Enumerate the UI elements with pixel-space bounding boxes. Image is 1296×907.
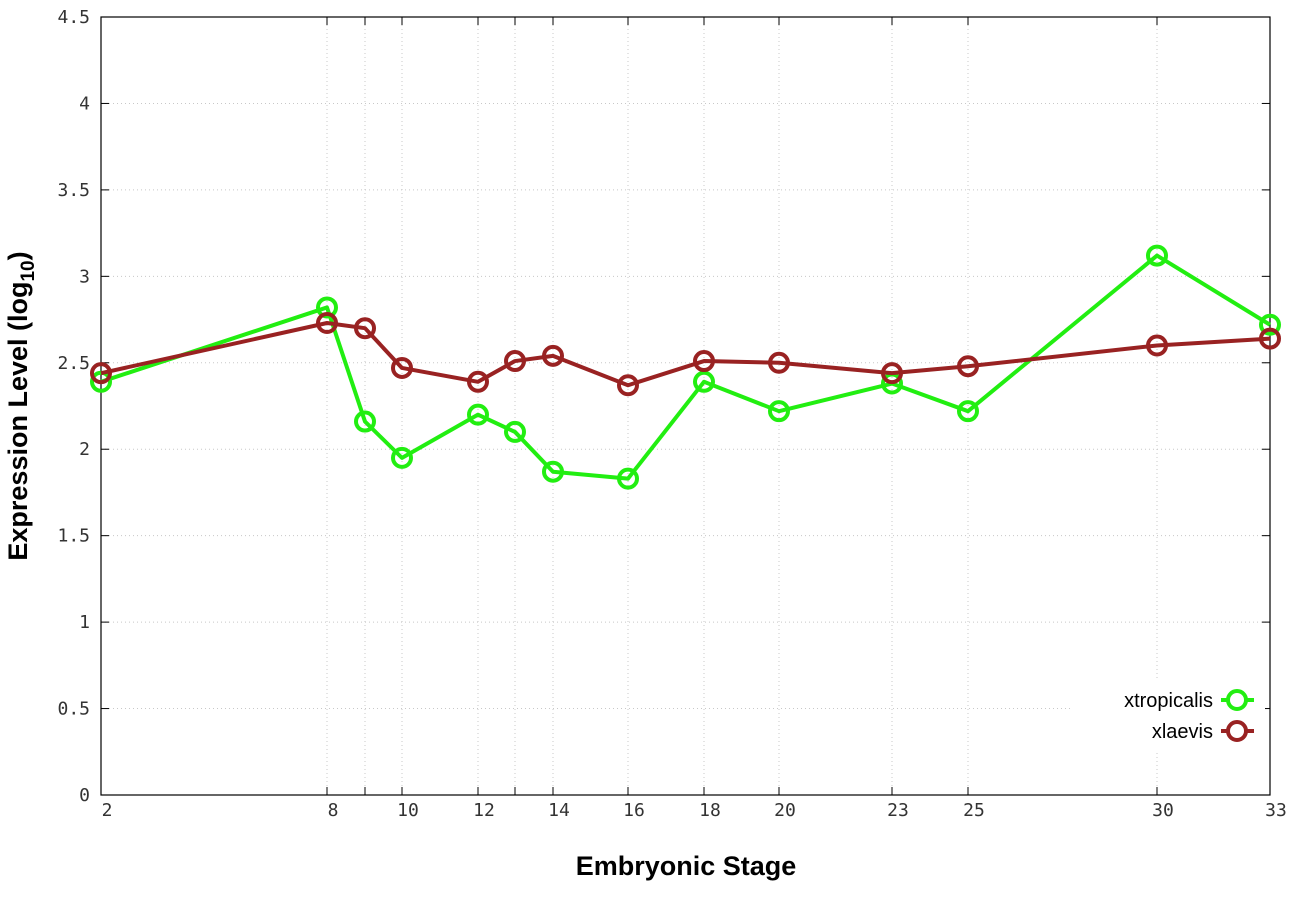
data-point-xlaevis xyxy=(957,355,979,378)
data-point-xtropicalis xyxy=(504,420,526,443)
data-point-xlaevis xyxy=(316,312,338,335)
y-tick-label: 4.5 xyxy=(57,7,90,28)
data-point-xtropicalis xyxy=(957,400,979,423)
x-tick-label: 2 xyxy=(102,800,113,821)
data-point-xlaevis xyxy=(542,344,564,367)
data-point-xlaevis xyxy=(391,356,413,379)
plot-frame xyxy=(100,16,1271,796)
data-point-xlaevis xyxy=(693,350,715,373)
data-point-xlaevis xyxy=(504,350,526,373)
data-point-xtropicalis xyxy=(768,400,790,423)
x-tick-label: 16 xyxy=(623,800,645,821)
y-tick-label: 3 xyxy=(79,266,90,287)
data-point-xlaevis xyxy=(768,351,790,374)
x-axis-title: Embryonic Stage xyxy=(576,851,797,881)
data-point-xtropicalis xyxy=(693,370,715,393)
y-tick-label: 3.5 xyxy=(57,180,90,201)
y-axis-title: Expression Level (log10) xyxy=(3,251,39,560)
data-point-xlaevis xyxy=(467,370,489,393)
x-tick-label: 30 xyxy=(1152,800,1174,821)
data-point-xtropicalis xyxy=(391,446,413,469)
y-tick-label: 4 xyxy=(79,93,90,114)
data-point-xtropicalis xyxy=(542,460,564,483)
series-line-xlaevis xyxy=(100,321,1271,388)
y-axis-title-subscript: 10 xyxy=(18,260,39,281)
y-axis-title-main: Expression Level (log xyxy=(3,282,33,561)
data-point-xtropicalis xyxy=(617,467,639,490)
data-point-xlaevis xyxy=(1259,327,1281,350)
data-point-xlaevis xyxy=(90,362,112,385)
legend-swatch-marker-xtropicalis xyxy=(1226,689,1248,711)
data-point-xlaevis xyxy=(354,317,376,340)
legend: xtropicalis xlaevis xyxy=(1070,680,1265,750)
grid-lines xyxy=(101,17,1270,795)
y-tick-label: 1.5 xyxy=(57,526,90,547)
x-tick-label: 33 xyxy=(1265,800,1287,821)
y-tick-label: 0 xyxy=(79,785,90,806)
legend-item-xtropicalis: xtropicalis xyxy=(1124,689,1254,712)
legend-label-xlaevis: xlaevis xyxy=(1152,721,1213,743)
data-point-xtropicalis xyxy=(316,296,338,319)
x-tick-label: 23 xyxy=(887,800,909,821)
legend-label-xtropicalis: xtropicalis xyxy=(1124,690,1213,712)
data-point-xtropicalis xyxy=(1146,244,1168,267)
data-point-xtropicalis xyxy=(467,403,489,426)
data-point-xlaevis xyxy=(881,362,903,385)
data-point-xlaevis xyxy=(617,374,639,397)
y-tick-label: 0.5 xyxy=(57,699,90,720)
x-tick-label: 14 xyxy=(548,800,570,821)
y-tick-label: 2.5 xyxy=(57,353,90,374)
data-point-xtropicalis xyxy=(1259,313,1281,336)
legend-swatch-marker-xlaevis xyxy=(1226,720,1248,742)
y-tick-label: 2 xyxy=(79,439,90,460)
x-tick-label: 20 xyxy=(774,800,796,821)
axis-ticks: 0 0.5 1 1.5 2 2.5 3 3.5 4 4.5 2 8 10 12 14 16 18 20 23 25 30… xyxy=(57,7,1286,821)
y-tick-label: 1 xyxy=(79,612,90,633)
data-point-xtropicalis xyxy=(354,410,376,433)
legend-item-xlaevis: xlaevis xyxy=(1152,720,1254,743)
x-tick-label: 8 xyxy=(328,800,339,821)
x-tick-label: 10 xyxy=(397,800,419,821)
series-lines xyxy=(90,244,1281,490)
x-tick-label: 25 xyxy=(963,800,985,821)
data-point-xlaevis xyxy=(1146,334,1168,357)
x-tick-label: 12 xyxy=(473,800,495,821)
x-tick-label: 18 xyxy=(699,800,721,821)
y-axis-title-close: ) xyxy=(3,251,33,260)
